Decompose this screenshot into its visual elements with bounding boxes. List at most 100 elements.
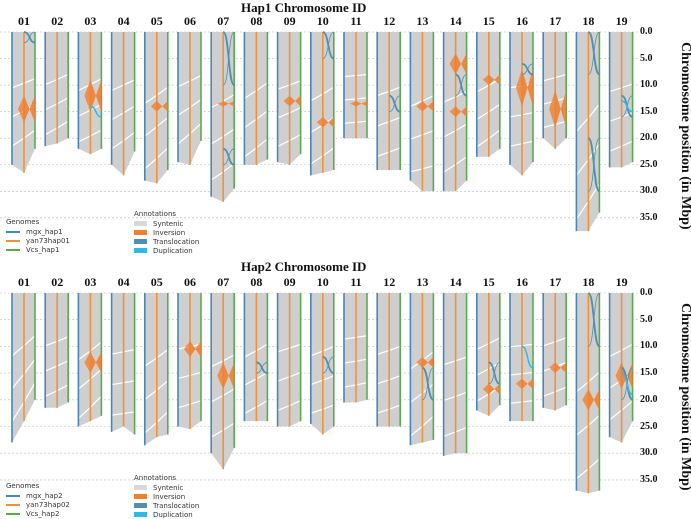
translocation-link <box>222 31 235 86</box>
inversion-block <box>455 106 467 117</box>
legend-label: Translocation <box>153 501 200 510</box>
chromosome-label: 11 <box>350 14 362 28</box>
genomes-legend-hap1: Genomes mgx_hap1 yan73hap01 Vcs_hap1 <box>6 218 70 254</box>
chromosome-label: 04 <box>117 14 130 28</box>
inversion-block <box>217 362 224 390</box>
y-tick-label: 5.0 <box>640 52 653 64</box>
inversion-block <box>90 79 102 112</box>
inversion-block <box>18 95 24 123</box>
chromosome-label: 07 <box>217 14 230 28</box>
y-tick-label: 15.0 <box>640 367 658 379</box>
y-tick-label: 10.0 <box>640 340 658 352</box>
legend-line-icon <box>6 230 20 233</box>
inversion-block <box>283 95 290 107</box>
inversion-block <box>549 90 556 128</box>
chromosome-label: 09 <box>283 275 296 289</box>
legend-title: Annotations <box>134 474 177 482</box>
chromosome-label: 12 <box>383 14 396 28</box>
inversion-block <box>223 101 235 107</box>
inversion-block <box>223 362 235 390</box>
inversion-block <box>555 362 567 374</box>
legend-title: Genomes <box>6 482 40 490</box>
inversion-block <box>449 106 456 117</box>
inversion-block <box>555 90 567 128</box>
inversion-block <box>488 74 500 86</box>
inversion-block <box>482 74 489 86</box>
chromosome-label: 02 <box>51 14 64 28</box>
inversion-block <box>316 116 323 128</box>
duplication-link <box>621 100 633 113</box>
y-tick-label: 35.0 <box>640 211 658 223</box>
legend-line-icon <box>6 248 20 251</box>
y-tick-label: 20.0 <box>640 393 658 405</box>
chromosome-label: 19 <box>615 275 628 289</box>
inversion-block <box>615 362 622 390</box>
inversion-block <box>449 53 456 75</box>
inversion-block <box>522 69 533 107</box>
chromosome-label: 06 <box>184 14 196 28</box>
panel-title-hap1: Hap1 Chromosome ID <box>241 0 367 15</box>
duplication-link <box>90 105 102 118</box>
inversion-block <box>84 79 91 112</box>
chromosome-label: 19 <box>615 14 628 28</box>
translocation-link <box>389 95 401 113</box>
legend-label: Syntenic <box>153 219 184 228</box>
chromosome-label: 14 <box>449 275 462 289</box>
chromosome-label: 12 <box>383 275 396 289</box>
y-axis-title-hap1: Chromosome position (in Mbp) <box>678 42 691 230</box>
chromosome-label: 16 <box>516 275 528 289</box>
legend-line-icon <box>6 512 20 515</box>
duplication-link <box>621 372 633 396</box>
chromosome-label: 13 <box>416 14 429 28</box>
y-tick-label: 0.0 <box>640 287 653 298</box>
chromosome-label: 03 <box>84 275 97 289</box>
chromosome-label: 02 <box>51 275 64 289</box>
annotations-legend-hap1: Annotations Syntenic Inversion Transloca… <box>134 210 199 255</box>
inversion-block <box>582 389 589 411</box>
chromosome-label: 01 <box>18 275 30 289</box>
y-tick-label: 15.0 <box>640 105 658 117</box>
legend-swatch-icon <box>134 494 147 499</box>
chromosome-label: 10 <box>316 275 329 289</box>
legend-label: Inversion <box>153 492 186 501</box>
legend-line-icon <box>6 503 20 506</box>
inversion-block <box>190 341 201 358</box>
legend-line-icon <box>6 494 20 497</box>
inversion-block <box>184 341 190 358</box>
legend-swatch-icon <box>134 485 147 490</box>
translocation-link <box>588 137 600 192</box>
inversion-block <box>350 101 356 107</box>
translocation-link <box>588 292 600 347</box>
inversion-block <box>522 378 533 390</box>
legend-swatch-icon <box>134 248 147 253</box>
inversion-block <box>422 357 434 368</box>
translocation-link <box>422 367 434 401</box>
legend-label: Syntenic <box>153 483 184 492</box>
legend-label: yan73hap02 <box>26 500 70 509</box>
duplication-link <box>521 345 534 369</box>
chromosome-label: 18 <box>582 14 595 28</box>
inversion-block <box>356 101 367 107</box>
chromosome-label: 17 <box>549 275 562 289</box>
legend-swatch-icon <box>134 221 147 226</box>
y-tick-label: 30.0 <box>640 447 658 459</box>
inversion-block <box>516 378 522 390</box>
legend-label: mgx_hap1 <box>26 227 63 236</box>
legend-swatch-icon <box>134 512 147 517</box>
chromosome-label: 06 <box>184 275 196 289</box>
inversion-block <box>516 69 522 107</box>
y-tick-label: 25.0 <box>640 420 658 432</box>
annotations-legend-hap2: Annotations Syntenic Inversion Transloca… <box>134 474 199 519</box>
inversion-block <box>588 389 600 411</box>
translocation-link <box>256 362 268 374</box>
chromosome-label: 14 <box>449 14 462 28</box>
inversion-block <box>150 101 157 112</box>
chromosome-label: 15 <box>482 275 495 289</box>
translocation-link <box>488 362 500 385</box>
chromosome-label: 01 <box>18 14 30 28</box>
legend-label: yan73hap01 <box>26 236 70 245</box>
chromosome-label: 08 <box>250 14 263 28</box>
inversion-block <box>422 101 434 112</box>
y-tick-label: 20.0 <box>640 132 658 144</box>
translocation-link <box>23 31 36 44</box>
